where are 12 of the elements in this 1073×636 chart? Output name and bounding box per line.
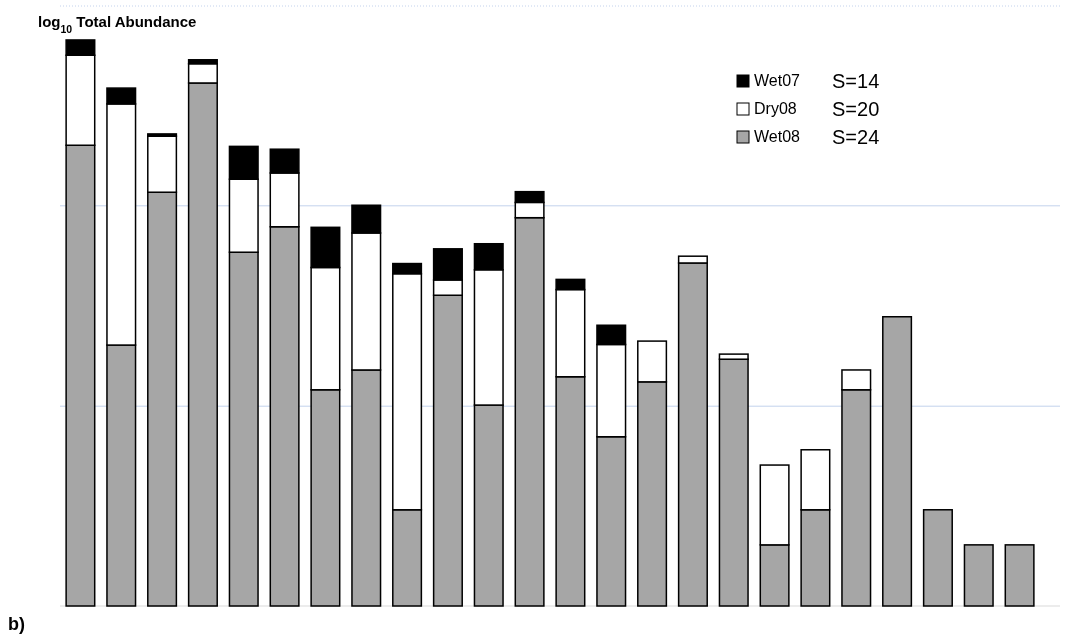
text: b) — [8, 614, 25, 634]
annotation: S=24 — [832, 126, 880, 148]
legend-label: Wet08 — [754, 128, 801, 145]
bar — [882, 316, 913, 607]
bar — [922, 509, 953, 607]
annotation: S=20 — [832, 98, 880, 120]
y-axis-title: log$_{10}$ Total Abundance — [38, 13, 197, 35]
bar — [963, 544, 994, 607]
annotation: S=14 — [832, 70, 880, 92]
legend-label: Wet07 — [754, 72, 801, 89]
legend-label: Dry08 — [754, 100, 797, 117]
bar — [1004, 544, 1035, 607]
